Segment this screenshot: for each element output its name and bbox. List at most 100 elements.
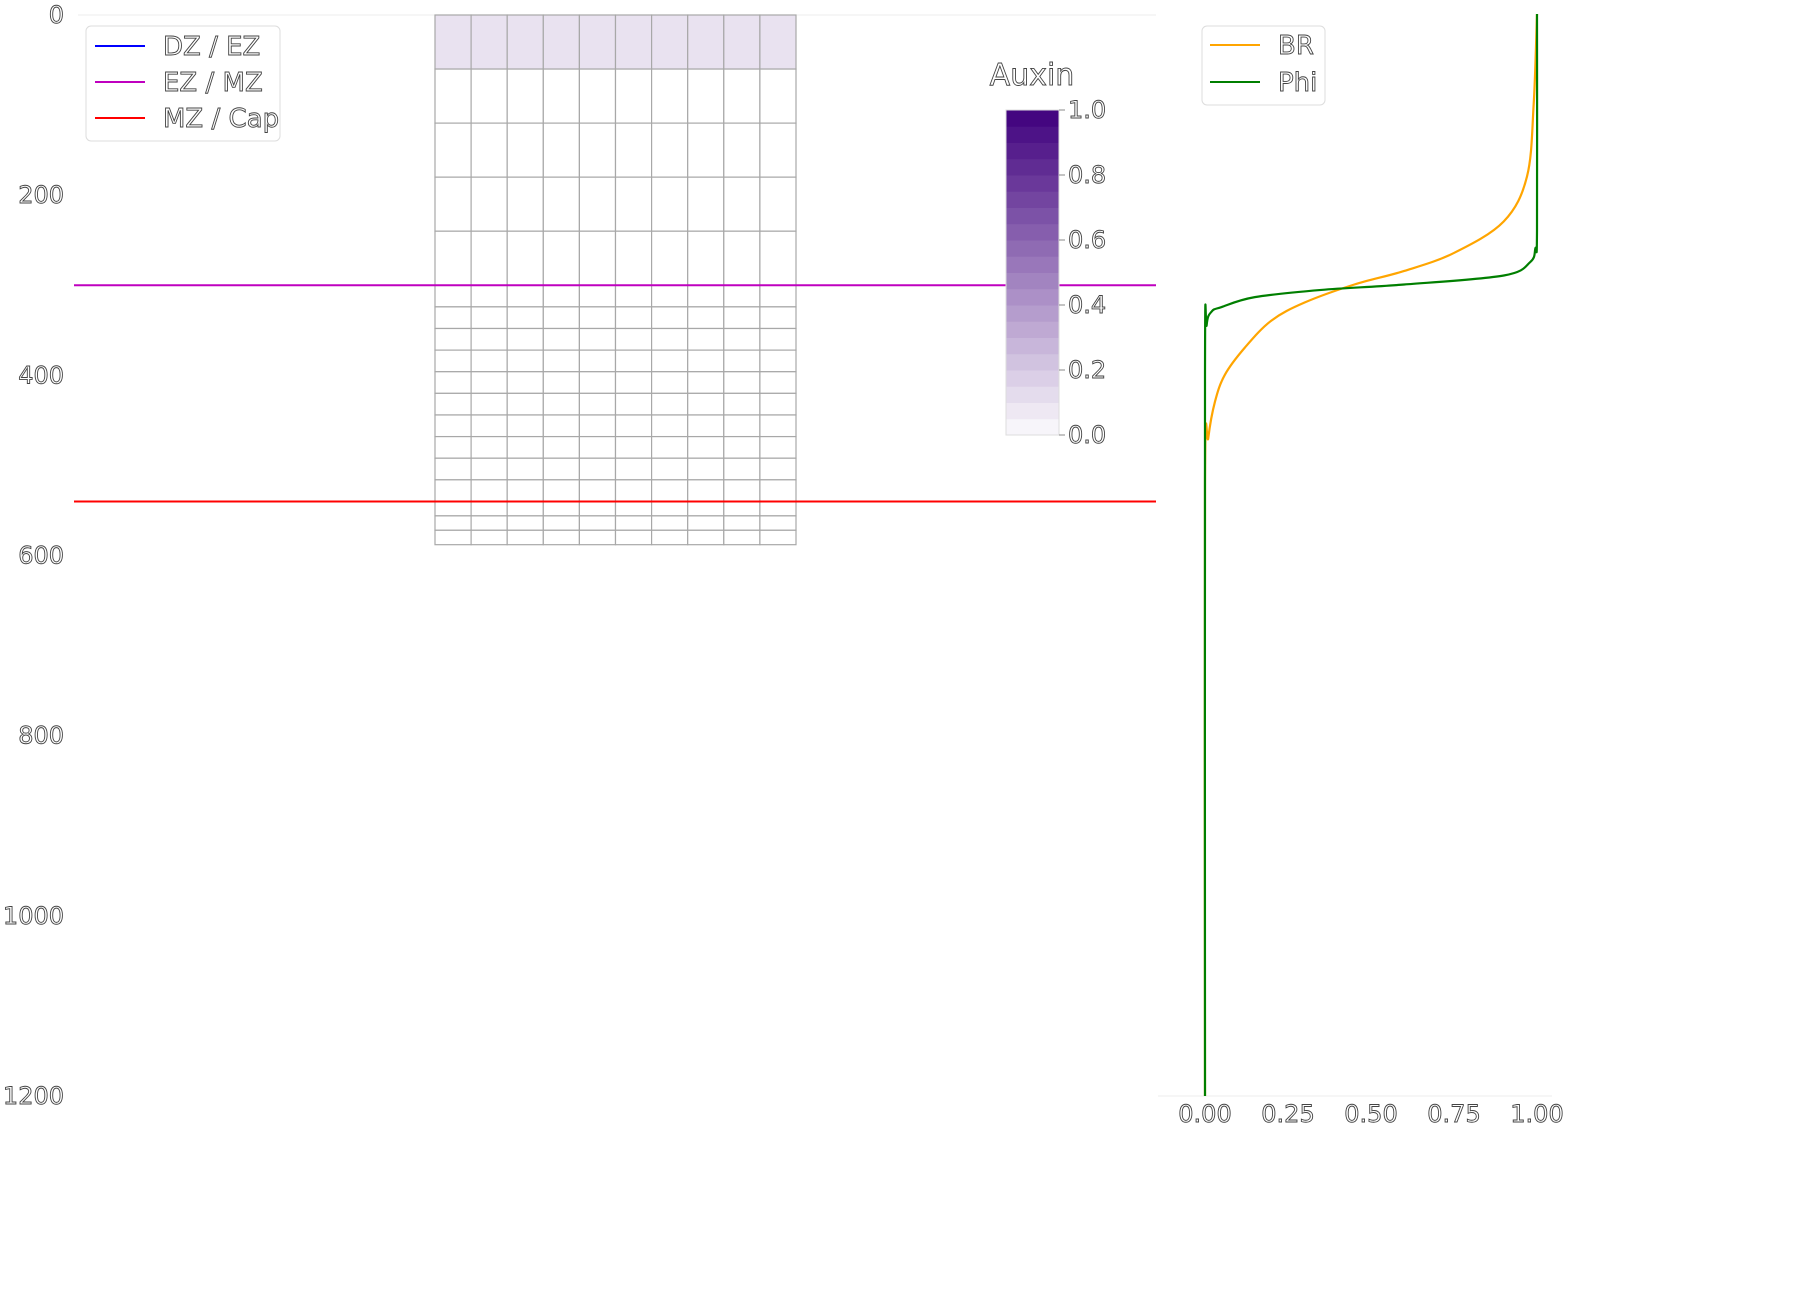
tissue-cell: [759, 176, 797, 232]
tissue-cell: [650, 371, 689, 394]
tissue-cell: [723, 414, 761, 438]
colorbar-segment: [1006, 207, 1059, 225]
tissue-cell: [723, 515, 761, 531]
tissue-cell: [506, 529, 544, 546]
tissue-cell: [759, 306, 797, 330]
tissue-cell: [687, 500, 725, 517]
tissue-cell: [723, 327, 761, 351]
tissue-cell: [687, 230, 725, 286]
tissue-cell: [434, 230, 472, 286]
colorbar-title: Auxin: [990, 58, 1075, 93]
auxin-colorbar: Auxin 0.0 0.2 0.4 0.6 0.8 1.0: [989, 58, 1106, 450]
legend-label: DZ / EZ: [163, 32, 260, 62]
tissue-cell: [650, 327, 689, 351]
tissue-cell: [470, 529, 508, 546]
tissue-cell: [687, 122, 725, 178]
tissue-cell: [759, 284, 797, 308]
tissue-cell: [470, 515, 508, 531]
tissue-cell: [687, 435, 725, 459]
x-tick-label: 0.25: [1261, 1100, 1314, 1128]
tissue-cell: [723, 14, 761, 70]
tissue-cell: [759, 435, 797, 459]
colorbar-segment: [1006, 418, 1059, 436]
tissue-cell: [506, 230, 544, 286]
tissue-cell: [542, 327, 580, 351]
tissue-cell: [578, 327, 617, 351]
tissue-cell: [687, 349, 725, 373]
tissue-cell: [470, 14, 508, 70]
colorbar-segment: [1006, 240, 1059, 257]
tissue-cell: [578, 230, 617, 286]
colorbar-tick-label: 1.0: [1068, 96, 1106, 124]
tissue-cell: [542, 284, 580, 308]
tissue-cell: [434, 414, 472, 438]
tissue-cell: [759, 349, 797, 373]
x-tick-label: 0.00: [1178, 1100, 1231, 1128]
tissue-cell: [759, 479, 797, 503]
tissue-cell: [759, 68, 797, 124]
tissue-cell: [578, 68, 617, 124]
tissue-cell: [650, 457, 689, 481]
legend-label: EZ / MZ: [163, 68, 263, 98]
tissue-cell: [759, 515, 797, 531]
tissue-cell: [470, 457, 508, 481]
colorbar-segment: [1006, 191, 1059, 208]
y-tick-label: 1200: [3, 1082, 64, 1110]
tissue-cell: [614, 230, 653, 286]
tissue-cell: [506, 327, 544, 351]
tissue-cell: [723, 479, 761, 503]
tissue-cell: [578, 457, 617, 481]
tissue-cell: [650, 306, 689, 330]
tissue-cell: [723, 457, 761, 481]
tissue-cell: [614, 306, 653, 330]
tissue-cell: [470, 392, 508, 416]
colorbar-segment: [1006, 272, 1059, 290]
tissue-cell: [542, 479, 580, 503]
tissue-cell: [687, 306, 725, 330]
tissue-cell: [687, 176, 725, 232]
tissue-cell: [723, 176, 761, 232]
y-tick-label: 1000: [3, 902, 64, 930]
x-tick-label: 0.75: [1427, 1100, 1480, 1128]
colorbar-segment: [1006, 288, 1059, 306]
colorbar-tick-label: 0.2: [1068, 356, 1106, 384]
tissue-cell: [506, 176, 544, 232]
tissue-cell: [470, 68, 508, 124]
colorbar-segment: [1006, 370, 1059, 387]
tissue-cell: [650, 515, 689, 531]
tissue-cell: [506, 392, 544, 416]
tissue-cell: [470, 349, 508, 373]
colorbar-segment: [1006, 305, 1059, 322]
y-tick-label: 800: [18, 722, 64, 750]
tissue-cell: [434, 457, 472, 481]
tissue-cell: [542, 414, 580, 438]
tissue-cell: [687, 68, 725, 124]
tissue-cell: [506, 349, 544, 373]
tissue-cell: [542, 392, 580, 416]
tissue-cell: [434, 500, 472, 517]
tissue-cell: [650, 529, 689, 546]
tissue-cell: [650, 392, 689, 416]
tissue-cell: [578, 392, 617, 416]
tissue-cell: [578, 435, 617, 459]
tissue-cell: [506, 284, 544, 308]
colorbar-segment: [1006, 256, 1059, 273]
tissue-cell: [723, 371, 761, 394]
tissue-cell: [650, 230, 689, 286]
tissue-cell: [542, 349, 580, 373]
tissue-cell: [614, 14, 653, 70]
tissue-cell: [687, 529, 725, 546]
tissue-cell: [759, 122, 797, 178]
tissue-cell: [687, 392, 725, 416]
tissue-cell: [723, 284, 761, 308]
tissue-cell: [650, 479, 689, 503]
tissue-cell: [723, 306, 761, 330]
tissue-cell: [614, 176, 653, 232]
colorbar-segment: [1006, 110, 1059, 127]
tissue-cell: [723, 230, 761, 286]
tissue-cell: [542, 68, 580, 124]
tissue-cell: [687, 327, 725, 351]
tissue-cell: [578, 371, 617, 394]
tissue-cell: [650, 284, 689, 308]
tissue-cell: [470, 435, 508, 459]
